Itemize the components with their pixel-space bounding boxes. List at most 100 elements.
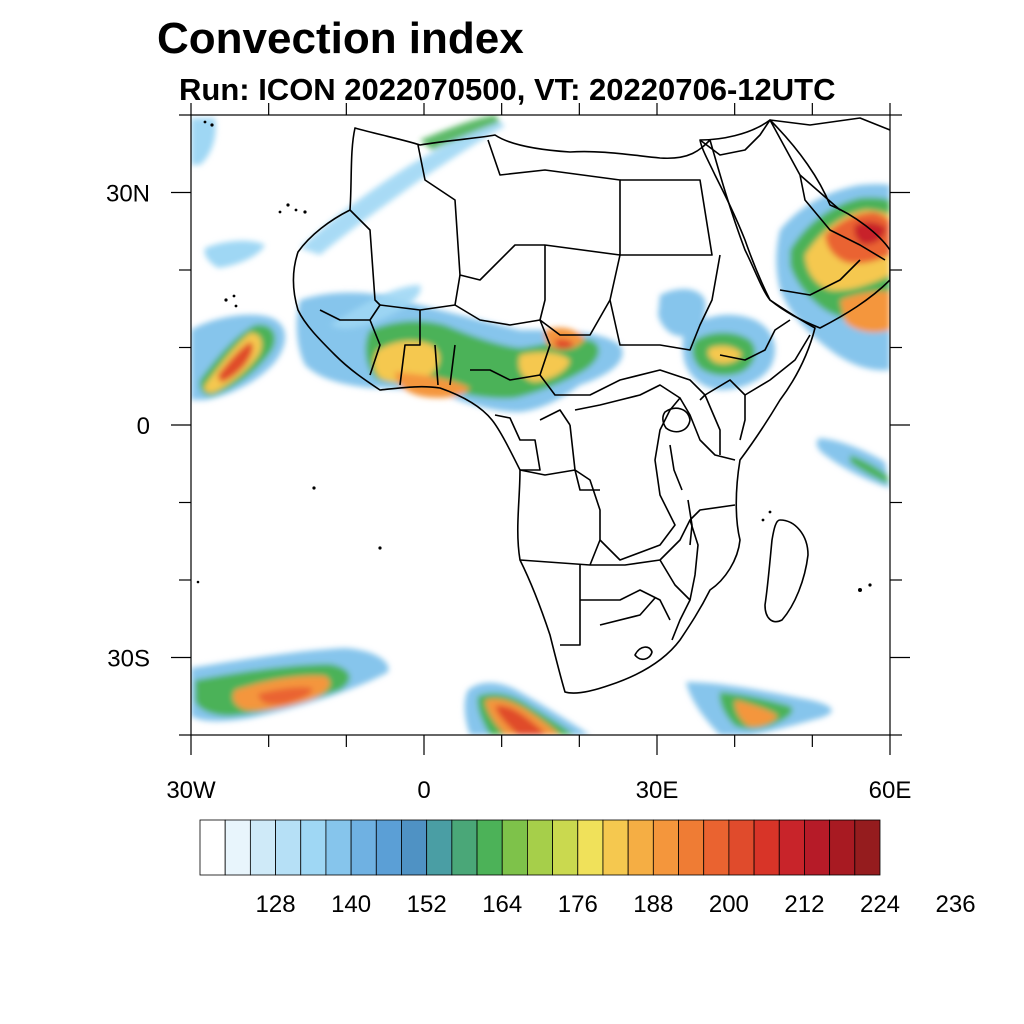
colorbar-label: 164 [482, 891, 522, 918]
convection-cell-south-africa [464, 682, 590, 735]
colorbar-swatch [552, 819, 579, 876]
colorbar-swatch [854, 819, 881, 876]
border-arabia-interior [769, 119, 886, 296]
border-chad [539, 245, 611, 336]
map-subtitle: Run: ICON 2022070500, VT: 20220706-12UTC [179, 72, 836, 107]
convection-field [191, 115, 890, 735]
y-tick-label: 0 [137, 413, 150, 440]
border-libya [487, 139, 621, 256]
colorbar-swatch [275, 819, 302, 876]
convection-cell-arabia [776, 184, 890, 371]
border-south-africa-lesotho [634, 646, 653, 661]
colorbar-swatch [703, 819, 730, 876]
colorbar-swatch [476, 819, 503, 876]
border-southern-africa [560, 565, 671, 646]
x-tick-label: 0 [417, 777, 430, 804]
colorbar-swatch [300, 819, 327, 876]
africa-coastline [292, 127, 816, 694]
colorbar-swatch [501, 819, 528, 876]
plot-frame [190, 114, 891, 736]
colorbar-labels: 128 140 152 164 176 188 200 212 224 236 [256, 891, 976, 918]
colorbar-swatch [627, 819, 654, 876]
border-drc [569, 384, 681, 561]
colorbar-swatch [401, 819, 428, 876]
colorbar-label: 188 [633, 891, 673, 918]
island-speck [203, 120, 207, 124]
colorbar-label: 200 [709, 891, 749, 918]
island-speck [868, 583, 872, 587]
convection-cell-ethiopia [658, 288, 775, 390]
colorbar-swatch [527, 819, 553, 876]
island-speck [224, 298, 228, 302]
colorbar-swatch [224, 819, 251, 876]
colorbar-swatch [602, 819, 629, 876]
island-speck [303, 210, 307, 214]
y-tick-label: 30N [106, 181, 150, 208]
border-morocco-algeria [349, 209, 381, 306]
convection-cell-northwest-africa [300, 115, 505, 329]
border-central-africa [539, 369, 706, 396]
colorbar-swatch [577, 819, 604, 876]
arabian-peninsula-outline [699, 119, 890, 329]
border-middle-east-north [699, 117, 890, 156]
convection-cell-west-indian-ocean [816, 438, 890, 488]
convection-cell-east-atlantic [191, 314, 286, 400]
axis-tick-labels: 30W 0 30E 60E 30N 0 30S [106, 181, 911, 805]
colorbar-swatch [678, 819, 705, 876]
y-tick-label: 30S [107, 646, 150, 673]
colorbar-label: 152 [407, 891, 447, 918]
border-west-africa-coast-states [369, 310, 456, 386]
island-speck [294, 208, 298, 212]
country-borders [292, 117, 890, 694]
colorbar-swatch [199, 819, 226, 876]
colorbar-label: 128 [256, 891, 296, 918]
colorbar-swatch [325, 819, 352, 876]
island-speck [232, 294, 236, 298]
border-angola-zambia [519, 469, 736, 601]
madagascar-outline [764, 519, 809, 623]
colorbar-swatch [652, 819, 679, 876]
x-tick-label: 60E [869, 777, 912, 804]
colorbar-swatch [426, 819, 453, 876]
island-speck [768, 510, 772, 514]
border-lake-victoria [662, 407, 691, 433]
border-cameroon-gabon-congo [494, 409, 571, 471]
small-islands [196, 120, 872, 592]
border-mozambique [671, 519, 699, 641]
island-speck [278, 210, 282, 214]
island-speck [312, 486, 316, 490]
convection-cell-north-atlantic [191, 118, 265, 268]
island-speck [210, 123, 214, 127]
island-speck [378, 546, 382, 550]
colorbar-label: 224 [860, 891, 900, 918]
convection-cell-south-indian-ocean [686, 682, 832, 735]
colorbar-label: 236 [936, 891, 976, 918]
border-lake-malawi [687, 499, 693, 546]
border-lake-tanganyika [669, 444, 683, 491]
island-speck [761, 518, 765, 522]
island-speck [858, 588, 862, 592]
colorbar-swatch [804, 819, 831, 876]
colorbar-swatch [451, 819, 478, 876]
axis-ticks [171, 103, 910, 755]
island-speck [234, 304, 238, 308]
colorbar-swatch [375, 819, 402, 876]
colorbar-label: 176 [558, 891, 598, 918]
colorbar [199, 819, 881, 876]
colorbar-swatch [829, 819, 856, 876]
convection-cell-west-africa [296, 292, 623, 412]
colorbar-swatch [350, 819, 377, 876]
map-title: Convection index [157, 14, 524, 63]
colorbar-label: 140 [331, 891, 371, 918]
island-speck [196, 580, 200, 584]
colorbar-swatch [249, 819, 276, 876]
island-speck [286, 203, 290, 207]
convection-cell-south-atlantic [191, 648, 389, 722]
colorbar-swatch [753, 819, 780, 876]
border-east-africa [679, 379, 746, 461]
border-egypt-sudan [620, 179, 713, 256]
colorbar-label: 212 [784, 891, 824, 918]
colorbar-swatch [728, 819, 755, 876]
x-tick-label: 30W [166, 777, 216, 804]
